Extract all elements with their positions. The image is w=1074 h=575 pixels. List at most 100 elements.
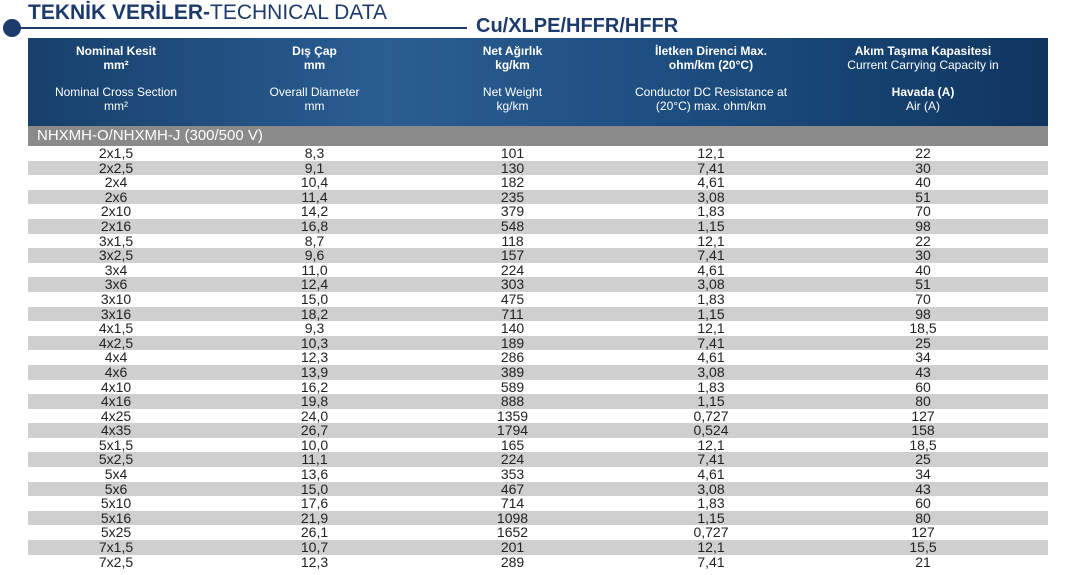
cell-weight: 714: [500, 495, 525, 512]
cell-diameter: 11,1: [301, 451, 328, 468]
header-en-unit: Air (A): [906, 99, 940, 113]
cell-diameter: 8,7: [304, 232, 325, 249]
cell-cross-section: 2x2,5: [98, 159, 134, 176]
cable-type-subtitle: Cu/XLPE/HFFR/HFFR: [476, 15, 679, 37]
cell-cross-section: 4x10: [100, 378, 132, 395]
cell-capacity: 43: [915, 480, 931, 497]
cell-weight: 101: [500, 145, 525, 161]
cell-cross-section: 2x16: [100, 217, 132, 234]
cell-capacity: 127: [911, 407, 935, 424]
cell-capacity: 25: [915, 451, 931, 468]
table-row: 2x6 11,4 235 3,08 51: [28, 190, 1048, 205]
cell-weight: 157: [500, 247, 525, 264]
header-en-unit: mm²: [104, 99, 128, 113]
title-bar: TEKNİK VERİLER-TECHNICAL DATA Cu/XLPE/HF…: [0, 0, 1074, 40]
header-en-unit: kg/km: [496, 99, 529, 113]
cell-cross-section: 4x6: [104, 363, 128, 380]
table-row: 3x10 15,0 475 1,83 70: [28, 292, 1048, 307]
cell-resistance: 1,83: [697, 290, 725, 307]
cell-resistance: 4,61: [697, 466, 725, 483]
cell-capacity: 30: [915, 247, 931, 264]
cell-resistance: 4,61: [697, 174, 725, 191]
cell-weight: 467: [500, 480, 525, 497]
cell-capacity: 51: [915, 276, 931, 293]
cell-resistance: 7,41: [697, 247, 725, 264]
table-row: 2x1,5 8,3 101 12,1 22: [28, 146, 1048, 161]
cell-diameter: 9,6: [304, 247, 325, 264]
cell-diameter: 9,1: [304, 159, 325, 176]
cell-resistance: 1,83: [697, 378, 725, 395]
cell-capacity: 34: [915, 349, 931, 366]
table-row: 2x10 14,2 379 1,83 70: [28, 204, 1048, 219]
table-row: 5x25 26,1 1652 0,727 127: [28, 524, 1048, 541]
cell-weight: 224: [500, 261, 525, 278]
cell-resistance: 0,727: [693, 524, 729, 541]
table-row: 2x2,5 9,1 130 7,41 30: [28, 159, 1048, 176]
cell-weight: 303: [500, 276, 525, 293]
cell-weight: 289: [500, 553, 525, 570]
cell-diameter: 15,0: [300, 480, 329, 497]
cell-weight: 475: [500, 290, 525, 307]
cell-resistance: 12,1: [697, 145, 725, 161]
cell-resistance: 4,61: [697, 261, 725, 278]
table-row: 2x4 10,4 182 4,61 40: [28, 175, 1048, 190]
cell-cross-section: 5x4: [104, 466, 128, 483]
cell-resistance: 1,15: [697, 217, 725, 234]
cell-capacity: 43: [915, 363, 931, 380]
cell-weight: 130: [500, 159, 525, 176]
cell-diameter: 21,9: [300, 509, 329, 526]
header-current-capacity: Akım Taşıma Kapasitesi Current Carrying C…: [822, 38, 1024, 126]
cell-resistance: 1,15: [697, 393, 725, 410]
data-table-body: 2x1,5 8,3 101 12,1 22 2x2,5 9,1 130 7,41 30 2x4 10,…: [28, 146, 1048, 570]
cell-diameter: 16,8: [300, 217, 329, 234]
cell-weight: 165: [500, 436, 525, 453]
cell-weight: 1098: [496, 509, 529, 526]
cell-cross-section: 2x10: [100, 203, 132, 220]
cell-cross-section: 5x6: [104, 480, 128, 497]
cell-capacity: 30: [915, 159, 931, 176]
cell-weight: 235: [500, 188, 525, 205]
cell-capacity: 127: [911, 524, 935, 541]
header-overall-diameter: Dış Çap mm Overall Diameter mm: [204, 38, 425, 126]
cell-cross-section: 4x1,5: [98, 320, 134, 337]
cell-diameter: 14,2: [300, 203, 329, 220]
table-row: 5x4 13,6 353 4,61 34: [28, 467, 1048, 482]
table-row: 3x6 12,4 303 3,08 51: [28, 277, 1048, 292]
cell-resistance: 3,08: [697, 363, 725, 380]
cell-weight: 118: [501, 232, 524, 249]
cell-capacity: 60: [915, 495, 931, 512]
cell-diameter: 12,3: [300, 553, 329, 570]
header-en-title: Net Weight: [482, 85, 543, 99]
header-en-title: Havada (A): [891, 85, 955, 99]
cell-weight: 182: [500, 174, 525, 191]
cell-diameter: 10,0: [300, 436, 329, 453]
cell-cross-section: 3x2,5: [98, 247, 134, 264]
cell-cross-section: 3x6: [104, 276, 128, 293]
table-row: 7x2,5 12,3 289 7,41 21: [28, 555, 1048, 570]
table-row: 4x25 24,0 1359 0,727 127: [28, 409, 1048, 424]
table-row: 3x1,5 8,7 118 12,1 22: [28, 232, 1048, 249]
cell-cross-section: 2x4: [104, 174, 128, 191]
header-tr-unit: kg/km: [495, 58, 530, 72]
cell-cross-section: 3x1,5: [98, 232, 134, 249]
cell-diameter: 24,0: [300, 407, 329, 424]
cell-capacity: 15,5: [909, 539, 937, 556]
cell-resistance: 0,727: [693, 407, 729, 424]
cell-cross-section: 4x16: [100, 393, 132, 410]
header-tr-title: Akım Taşıma Kapasitesi: [854, 44, 992, 58]
cell-capacity: 70: [915, 290, 931, 307]
cell-resistance: 7,41: [697, 159, 725, 176]
table-row: 7x1,5 10,7 201 12,1 15,5: [28, 540, 1048, 555]
cell-capacity: 98: [915, 217, 931, 234]
cell-capacity: 21: [915, 553, 931, 570]
cell-resistance: 12,1: [697, 436, 725, 453]
cell-weight: 140: [500, 320, 525, 337]
cell-diameter: 17,6: [300, 495, 329, 512]
table-row: 4x1,5 9,3 140 12,1 18,5: [28, 321, 1048, 336]
page-title: TEKNİK VERİLER-TECHNICAL DATA: [28, 1, 387, 25]
cell-capacity: 40: [915, 174, 931, 191]
cell-resistance: 4,61: [697, 349, 725, 366]
cell-diameter: 9,3: [304, 320, 325, 337]
table-row: 4x16 19,8 888 1,15 80: [28, 394, 1048, 409]
cell-resistance: 3,08: [697, 480, 725, 497]
